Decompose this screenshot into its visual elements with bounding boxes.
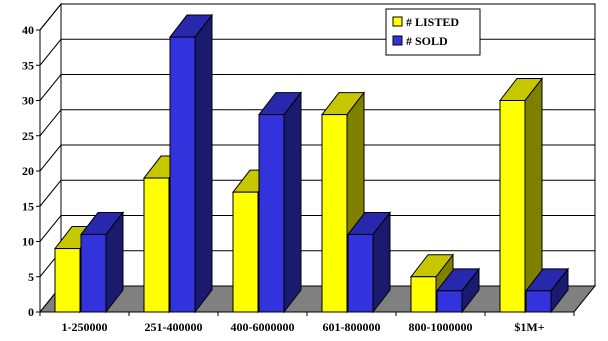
- bar-front: [169, 36, 196, 313]
- bar-sold: [168, 13, 214, 314]
- x-tick-label: 251-400000: [145, 320, 203, 334]
- bar-front: [410, 276, 437, 313]
- bar-front: [54, 248, 81, 313]
- bar-front: [258, 114, 285, 313]
- bar-front: [499, 100, 526, 313]
- bar-sold: [346, 210, 392, 314]
- bar-front: [143, 177, 170, 313]
- bar-sold: [524, 267, 570, 314]
- bar-sold: [435, 267, 481, 314]
- y-tick-label: 10: [22, 235, 34, 249]
- gridline: [39, 179, 595, 207]
- gridline: [39, 109, 595, 137]
- legend-label: # LISTED: [406, 15, 459, 29]
- x-tick-label: $1M+: [514, 320, 544, 334]
- bar-front: [347, 233, 374, 313]
- bar-listed: [498, 77, 544, 314]
- x-tick-label: 800-1000000: [409, 320, 473, 334]
- bar-front: [321, 114, 348, 313]
- y-axis: 0 5 10 15 20 25 30 35 40: [22, 23, 41, 319]
- bar-sold: [257, 91, 303, 314]
- bar-front: [80, 233, 107, 313]
- bar-front: [525, 290, 552, 313]
- bar-side: [283, 91, 302, 314]
- x-tick-label: 601-800000: [323, 320, 381, 334]
- legend-label: # SOLD: [406, 34, 448, 48]
- y-tick-label: 20: [22, 164, 34, 178]
- gridline: [39, 215, 595, 242]
- bars: [53, 13, 570, 314]
- y-tick-label: 35: [22, 58, 34, 72]
- gridline: [39, 3, 595, 31]
- y-tick-label: 5: [28, 270, 34, 284]
- bar-front: [436, 290, 463, 313]
- y-tick-label: 40: [22, 23, 34, 37]
- x-axis: 1-250000 251-400000 400-6000000 601-800000 8…: [39, 311, 575, 334]
- bar-side: [194, 13, 213, 314]
- gridline: [39, 74, 595, 101]
- legend-swatch: [392, 16, 403, 27]
- y-tick-label: 0: [28, 305, 34, 319]
- y-tick-label: 15: [22, 199, 34, 213]
- gridline: [39, 144, 595, 172]
- legend: # LISTED # SOLD: [385, 8, 481, 56]
- bar-front: [232, 191, 259, 313]
- bar-sold: [79, 210, 125, 314]
- x-tick-label: 1-250000: [62, 320, 108, 334]
- x-tick-label: 400-6000000: [231, 320, 295, 334]
- legend-swatch: [392, 35, 403, 46]
- y-tick-label: 30: [22, 94, 34, 108]
- y-tick-label: 25: [22, 129, 34, 143]
